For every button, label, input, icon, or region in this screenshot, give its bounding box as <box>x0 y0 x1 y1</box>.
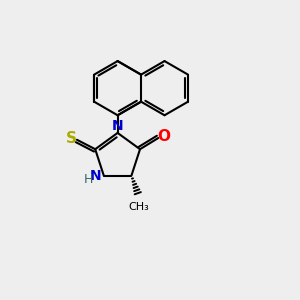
Text: N: N <box>90 169 101 182</box>
Text: H: H <box>84 172 93 186</box>
Text: O: O <box>157 129 170 144</box>
Text: S: S <box>66 131 77 146</box>
Text: CH₃: CH₃ <box>128 202 149 212</box>
Text: N: N <box>112 119 123 134</box>
